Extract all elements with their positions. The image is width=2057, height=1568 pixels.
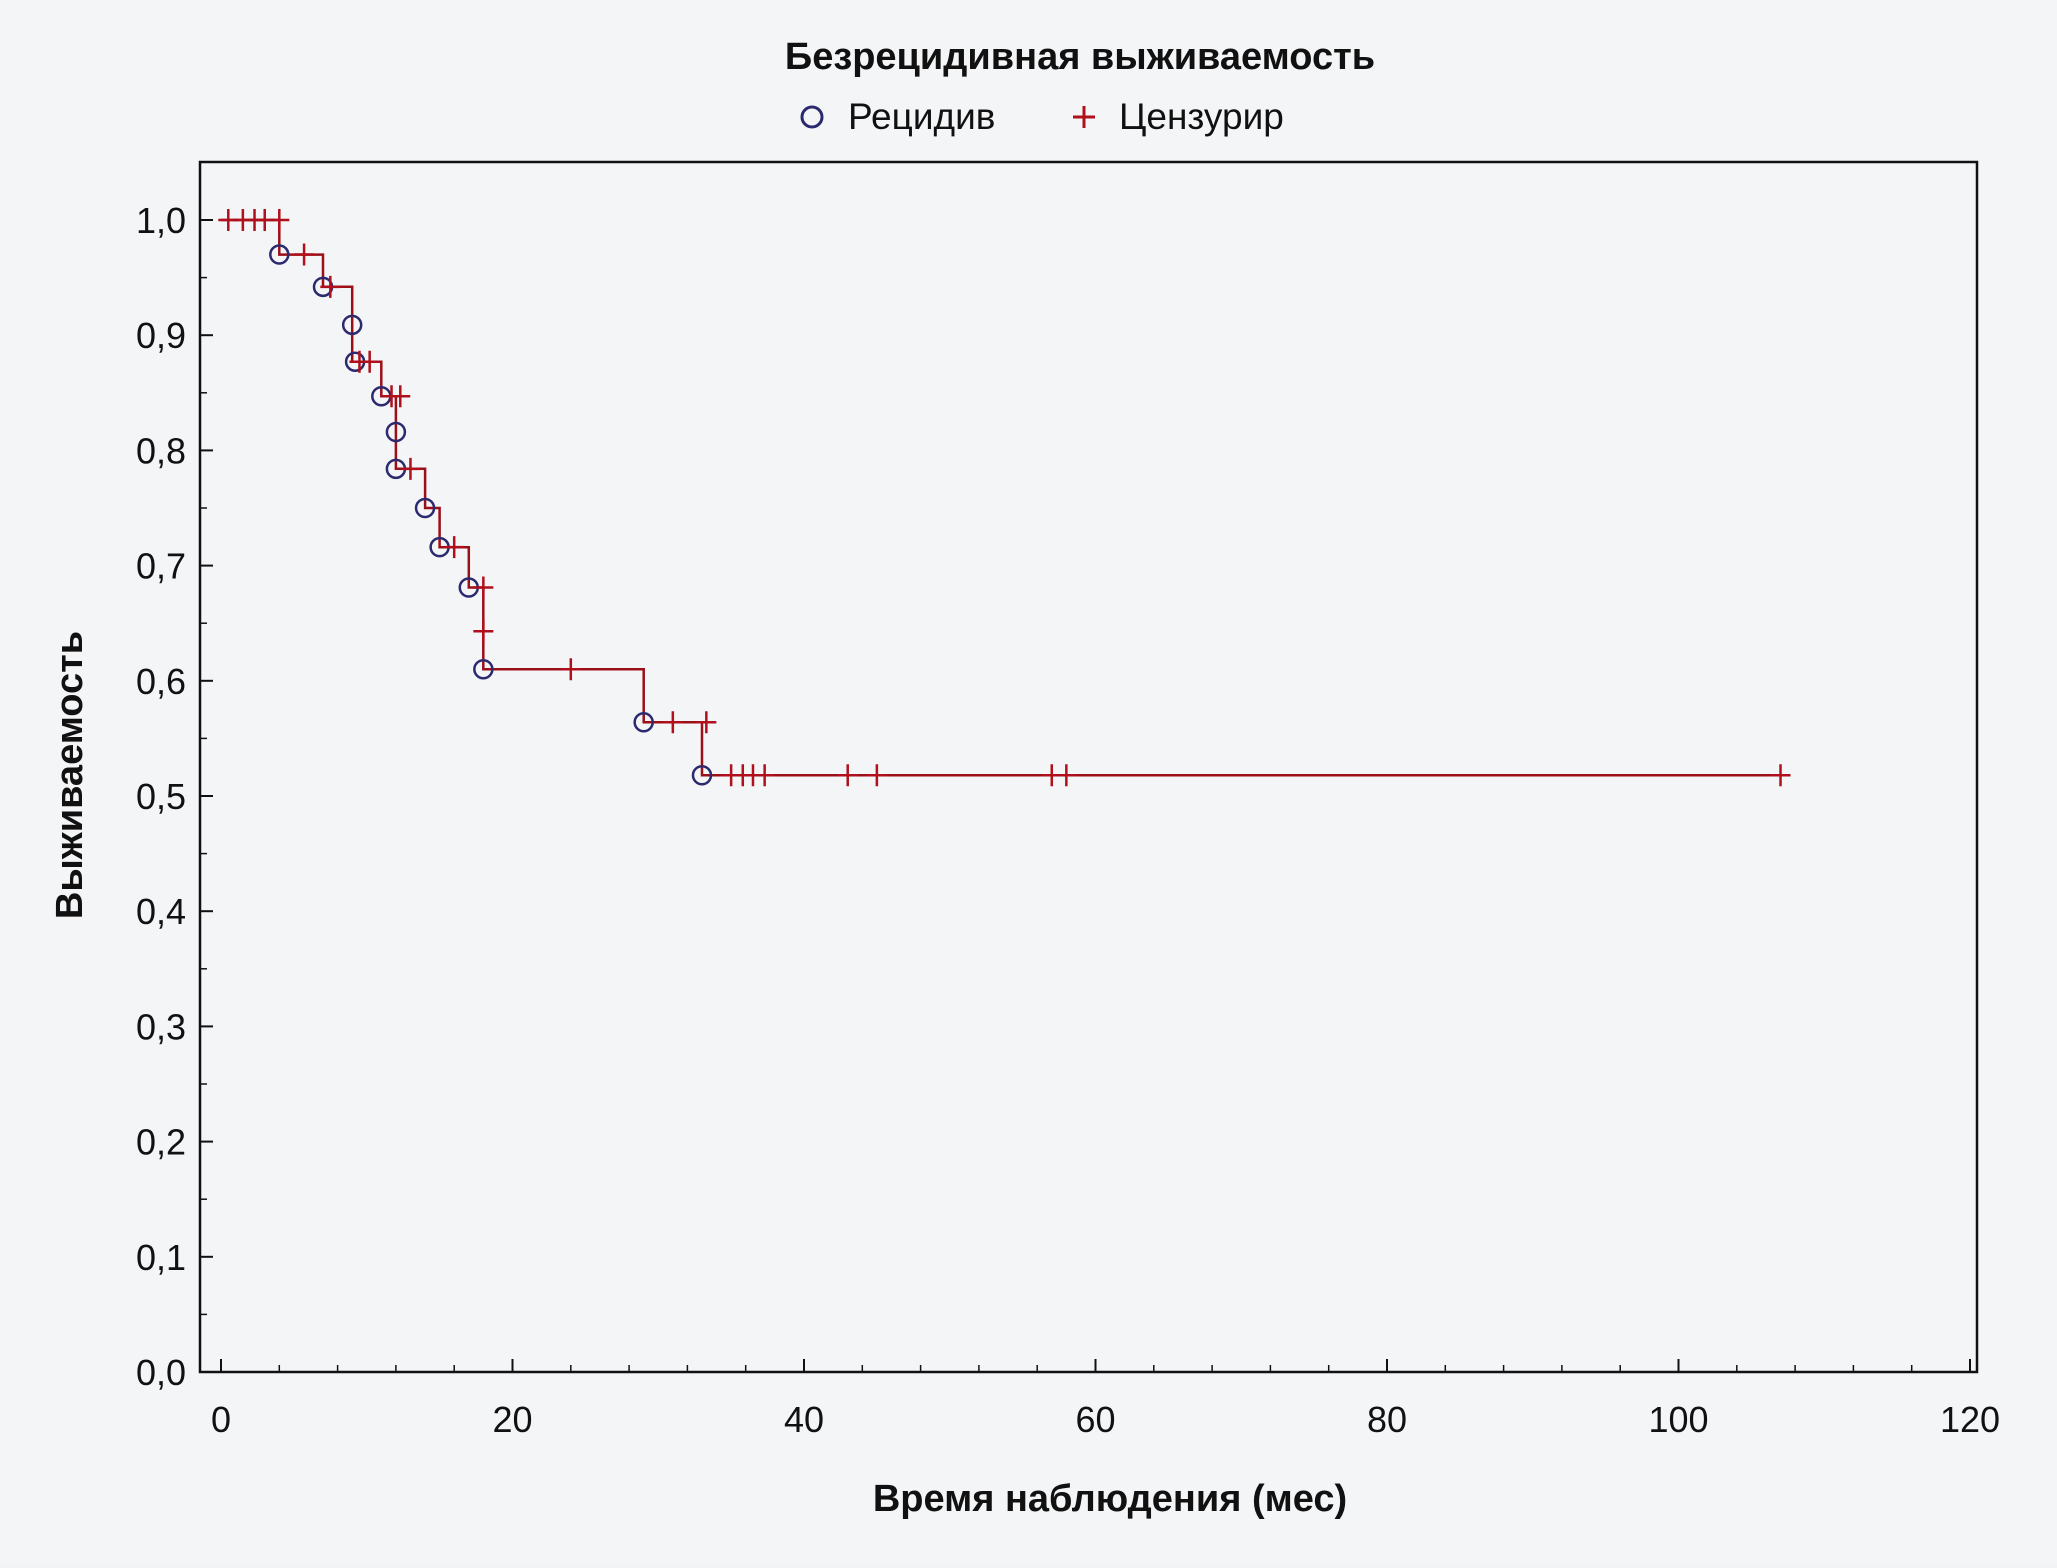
y-tick-label: 0,6	[136, 661, 186, 702]
legend: Рецидив Цензурир	[800, 96, 1284, 137]
censored-marker	[269, 209, 290, 231]
event-marker	[341, 314, 363, 336]
y-tick-label: 0,8	[136, 430, 186, 471]
x-tick-label: 0	[211, 1399, 231, 1440]
legend-censored-label: Цензурир	[1119, 96, 1284, 137]
plot-frame	[198, 160, 1979, 1374]
censored-marker	[359, 350, 380, 373]
x-tick-label: 80	[1367, 1399, 1407, 1440]
censored-marker	[866, 764, 887, 787]
y-tick-label: 1,0	[136, 200, 186, 241]
y-axis-label: Выживаемость	[49, 631, 91, 919]
y-tick-label: 0,3	[136, 1006, 186, 1047]
event-marker	[385, 421, 407, 443]
censored-marker	[400, 457, 421, 480]
event-marker	[473, 659, 494, 680]
censored-marker	[837, 764, 858, 787]
x-tick-label: 120	[1940, 1399, 2000, 1440]
x-tick-label: 60	[1075, 1399, 1115, 1440]
censored-marker	[473, 620, 494, 643]
censored-marker	[1770, 764, 1791, 787]
event-marker	[414, 497, 436, 519]
censored-marker	[1056, 764, 1077, 787]
x-tick-label: 100	[1648, 1399, 1708, 1440]
censored-marker	[696, 711, 717, 734]
y-tick-label: 0,1	[136, 1237, 186, 1278]
event-marker	[633, 712, 654, 733]
event-marker	[691, 765, 713, 786]
y-tick-label: 0,9	[136, 315, 186, 356]
censored-marker	[473, 576, 494, 599]
axes: 0,0 0,1 0,2 0,3 0,4 0,5 0,6 0,7 0,8 0,9 1,0 0 20 40 60…	[136, 200, 2000, 1440]
legend-event-marker-icon	[800, 105, 824, 129]
censored-marker	[662, 711, 683, 734]
censored-marker	[390, 385, 411, 408]
censored-marker	[320, 275, 341, 298]
survival-curve	[221, 218, 1781, 777]
y-tick-label: 0,0	[136, 1352, 186, 1393]
y-tick-label: 0,7	[136, 546, 186, 587]
censored-marker	[560, 658, 581, 681]
censored-marker	[444, 536, 465, 559]
x-tick-label: 40	[784, 1399, 824, 1440]
censored-marker	[294, 243, 315, 266]
y-tick-label: 0,4	[136, 891, 186, 932]
x-tick-label: 20	[492, 1399, 532, 1440]
survival-step-line	[221, 218, 1781, 777]
markers	[218, 209, 1791, 787]
chart-title: Безрецидивная выживаемость	[785, 36, 1375, 78]
event-marker	[269, 244, 290, 265]
legend-censored-marker-icon	[1073, 106, 1095, 128]
y-tick-label: 0,2	[136, 1122, 186, 1163]
x-axis-label: Время наблюдения (мес)	[873, 1478, 1347, 1520]
y-tick-label: 0,5	[136, 776, 186, 817]
legend-event-label: Рецидив	[848, 96, 995, 137]
censored-marker	[754, 764, 775, 787]
